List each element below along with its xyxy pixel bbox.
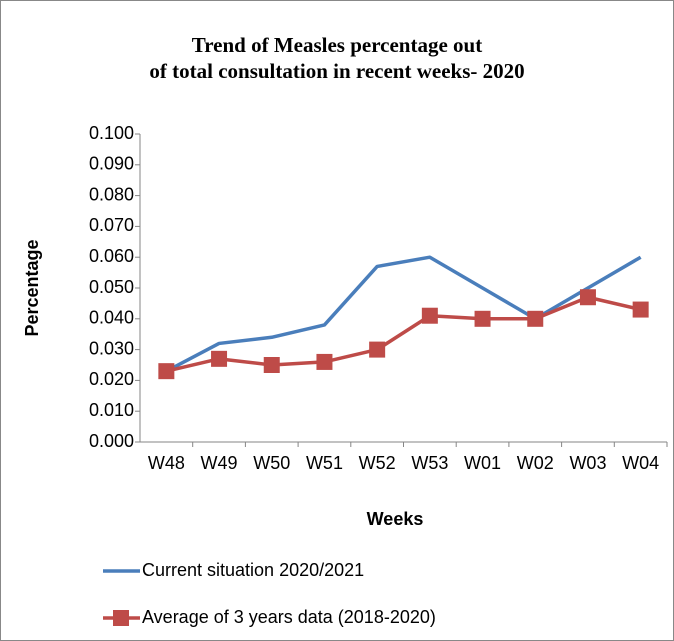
data-point bbox=[211, 350, 228, 367]
data-line bbox=[165, 295, 642, 373]
y-tick-label: 0.100 bbox=[89, 123, 134, 143]
x-tick-label: W49 bbox=[201, 453, 238, 473]
y-axis-title: Percentage bbox=[22, 239, 42, 336]
y-tick-label: 0.030 bbox=[89, 338, 134, 358]
data-point bbox=[474, 310, 491, 327]
y-tick-label: 0.080 bbox=[89, 184, 134, 204]
x-tick-label: W03 bbox=[569, 453, 606, 473]
data-point bbox=[421, 307, 438, 324]
x-tick-label: W04 bbox=[622, 453, 659, 473]
data-point bbox=[369, 341, 386, 358]
title-line: of total consultation in recent weeks- 2… bbox=[149, 59, 524, 83]
data-point bbox=[158, 363, 175, 380]
y-tick-label: 0.040 bbox=[89, 308, 134, 328]
y-tick-label: 0.090 bbox=[89, 154, 134, 174]
title-line: Trend of Measles percentage out bbox=[192, 33, 482, 57]
x-tick-label: W50 bbox=[253, 453, 290, 473]
y-tick-label: 0.050 bbox=[89, 277, 134, 297]
data-point bbox=[527, 310, 544, 327]
y-tick-label: 0.070 bbox=[89, 215, 134, 235]
data-point bbox=[579, 289, 596, 306]
chart-title: Trend of Measles percentage out of total … bbox=[149, 33, 524, 83]
data-point bbox=[263, 357, 280, 373]
data-point bbox=[632, 301, 649, 318]
legend-label: Current situation 2020/2021 bbox=[142, 560, 364, 580]
x-tick-label: W01 bbox=[464, 453, 501, 473]
x-tick-label: W48 bbox=[148, 453, 185, 473]
legend-marker bbox=[113, 610, 129, 626]
x-tick-label: W53 bbox=[411, 453, 448, 473]
y-tick-label: 0.000 bbox=[89, 431, 134, 451]
legend-label: Average of 3 years data (2018-2020) bbox=[142, 607, 436, 627]
x-tick-label: W02 bbox=[517, 453, 554, 473]
x-axis-title: Weeks bbox=[367, 509, 424, 529]
y-tick-label: 0.010 bbox=[89, 400, 134, 420]
x-tick-label: W52 bbox=[359, 453, 396, 473]
x-tick-label: W51 bbox=[306, 453, 343, 473]
y-tick-label: 0.020 bbox=[89, 369, 134, 389]
data-point bbox=[316, 353, 333, 370]
data-line bbox=[165, 255, 642, 373]
y-tick-label: 0.060 bbox=[89, 246, 134, 266]
